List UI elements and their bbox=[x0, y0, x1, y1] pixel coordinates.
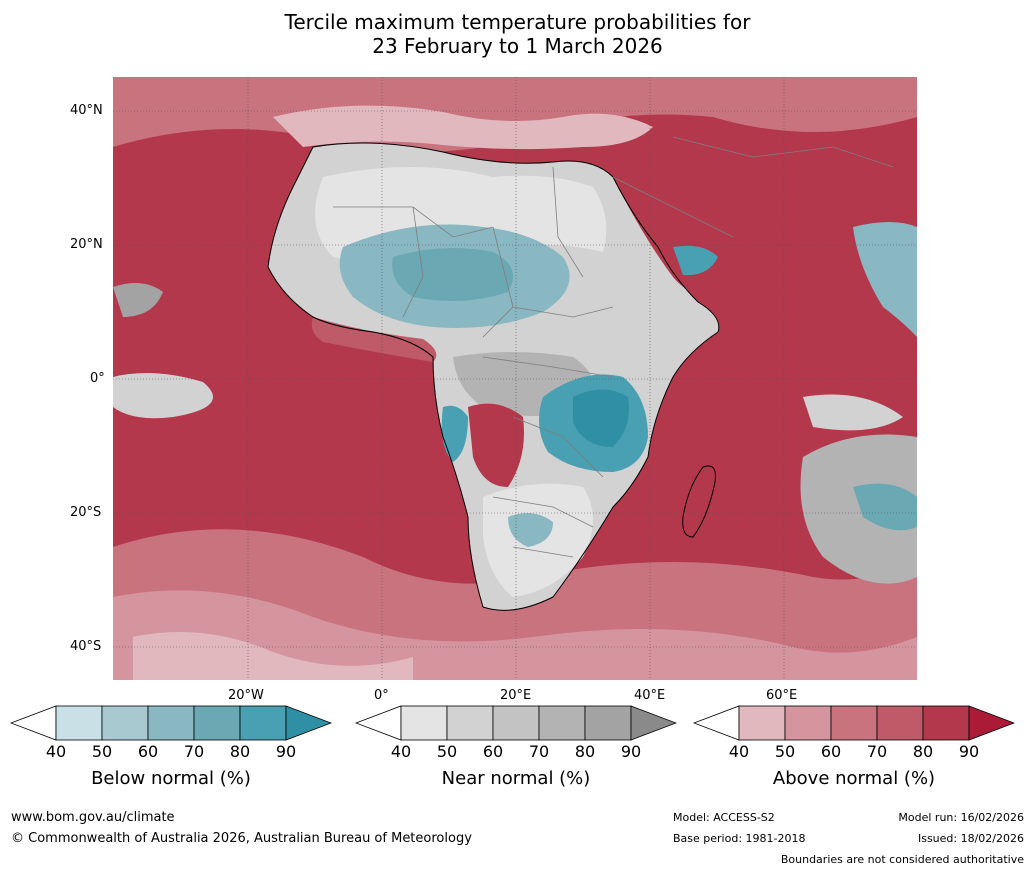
colorbar-segment bbox=[784, 705, 832, 741]
indian-ocean-near-normal-patch bbox=[803, 394, 903, 431]
colorbar-min-extend bbox=[693, 705, 740, 741]
sahel-strong-below-normal-area bbox=[392, 248, 513, 301]
above-normal-tick: 40 bbox=[728, 742, 750, 761]
graticule bbox=[113, 77, 917, 680]
colorbar-min-extend bbox=[355, 705, 402, 741]
colorbar-max-extend bbox=[285, 705, 332, 741]
madagascar bbox=[682, 465, 716, 538]
above-normal-tick: 50 bbox=[774, 742, 796, 761]
above-normal-label: Above normal (%) bbox=[772, 768, 936, 789]
near-normal-tick: 80 bbox=[574, 742, 596, 761]
colorbar-max-extend bbox=[630, 705, 677, 741]
colorbar-segment bbox=[922, 705, 970, 741]
india-below-normal-area bbox=[853, 222, 917, 337]
colorbar-segment bbox=[55, 705, 103, 741]
near-normal-label: Near normal (%) bbox=[441, 768, 591, 789]
above-normal-tick: 80 bbox=[912, 742, 934, 761]
angola-below-normal-area bbox=[441, 405, 468, 462]
below-normal-tick: 50 bbox=[91, 742, 113, 761]
below-normal-tick: 60 bbox=[137, 742, 159, 761]
atlantic-gray-patch bbox=[113, 283, 163, 317]
lon-label-0: 0° bbox=[374, 688, 389, 703]
near-normal-tick: 50 bbox=[436, 742, 458, 761]
chart-title-line-1: Tercile maximum temperature probabilitie… bbox=[284, 10, 751, 34]
lon-label-20e: 20°E bbox=[500, 688, 532, 703]
atlantic-near-normal-patch bbox=[113, 373, 213, 419]
colorbar-segment bbox=[738, 705, 786, 741]
east-africa-strong-below-normal-area bbox=[573, 389, 629, 447]
southern-ocean-pale-area bbox=[133, 632, 413, 680]
lat-label-20n: 20°N bbox=[70, 237, 103, 252]
colorbar-segment bbox=[239, 705, 287, 741]
below-normal-tick: 90 bbox=[275, 742, 297, 761]
lat-label-equator: 0° bbox=[90, 371, 105, 386]
near-normal-tick: 40 bbox=[390, 742, 412, 761]
model-name: Model: ACCESS-S2 bbox=[673, 811, 775, 824]
yemen-below-normal-area bbox=[673, 245, 718, 276]
near-normal-tick: 60 bbox=[482, 742, 504, 761]
colorbar-segment bbox=[584, 705, 632, 741]
base-period: Base period: 1981-2018 bbox=[673, 832, 806, 845]
website-link[interactable]: www.bom.gov.au/climate bbox=[11, 810, 175, 825]
issued-date: Issued: 18/02/2026 bbox=[917, 832, 1024, 845]
above-normal-tick: 90 bbox=[958, 742, 980, 761]
near-normal-colorbar bbox=[355, 705, 677, 741]
mediterranean-above-normal-area bbox=[273, 105, 653, 150]
lat-label-20s: 20°S bbox=[70, 505, 102, 520]
southern-ocean-light-area bbox=[113, 590, 917, 680]
colorbar-min-extend bbox=[10, 705, 57, 741]
colorbar-max-extend bbox=[968, 705, 1015, 741]
below-normal-tick: 80 bbox=[229, 742, 251, 761]
indian-ocean-near-normal-area bbox=[800, 434, 917, 584]
model-run-date: Model run: 16/02/2026 bbox=[898, 811, 1024, 824]
colorbar-segment bbox=[446, 705, 494, 741]
lon-label-60e: 60°E bbox=[766, 688, 798, 703]
near-normal-tick: 70 bbox=[528, 742, 550, 761]
colorbar-segment bbox=[193, 705, 241, 741]
above-normal-tick: 60 bbox=[820, 742, 842, 761]
boundaries-disclaimer: Boundaries are not considered authoritat… bbox=[780, 853, 1024, 866]
colorbar-segment bbox=[492, 705, 540, 741]
below-normal-label: Below normal (%) bbox=[91, 768, 251, 789]
southern-africa-below-normal-area bbox=[508, 513, 553, 547]
indian-ocean-below-normal-area bbox=[853, 483, 917, 531]
lat-label-40s: 40°S bbox=[70, 639, 102, 654]
angola-above-normal-area bbox=[468, 403, 524, 487]
near-normal-tick: 90 bbox=[620, 742, 642, 761]
copyright-text: © Commonwealth of Australia 2026, Austra… bbox=[11, 831, 472, 846]
colorbar-segment bbox=[830, 705, 878, 741]
colorbar-segment bbox=[101, 705, 149, 741]
chart-title-line-2: 23 February to 1 March 2026 bbox=[372, 34, 663, 58]
arabia-above-normal-area bbox=[613, 176, 793, 298]
below-normal-tick: 70 bbox=[183, 742, 205, 761]
guinea-coast-above-normal-area bbox=[311, 317, 437, 362]
above-normal-colorbar bbox=[693, 705, 1015, 741]
below-normal-colorbar bbox=[10, 705, 332, 741]
country-boundaries bbox=[333, 136, 894, 558]
lon-label-40e: 40°E bbox=[634, 688, 666, 703]
colorbar-segment bbox=[147, 705, 195, 741]
lat-label-40n: 40°N bbox=[70, 103, 103, 118]
colorbar-segment bbox=[538, 705, 586, 741]
above-normal-tick: 70 bbox=[866, 742, 888, 761]
colorbar-segment bbox=[876, 705, 924, 741]
africa-coastline bbox=[267, 142, 720, 611]
colorbar-segment bbox=[400, 705, 448, 741]
lon-label-20w: 20°W bbox=[228, 688, 264, 703]
below-normal-tick: 40 bbox=[45, 742, 67, 761]
probability-map bbox=[113, 77, 917, 680]
